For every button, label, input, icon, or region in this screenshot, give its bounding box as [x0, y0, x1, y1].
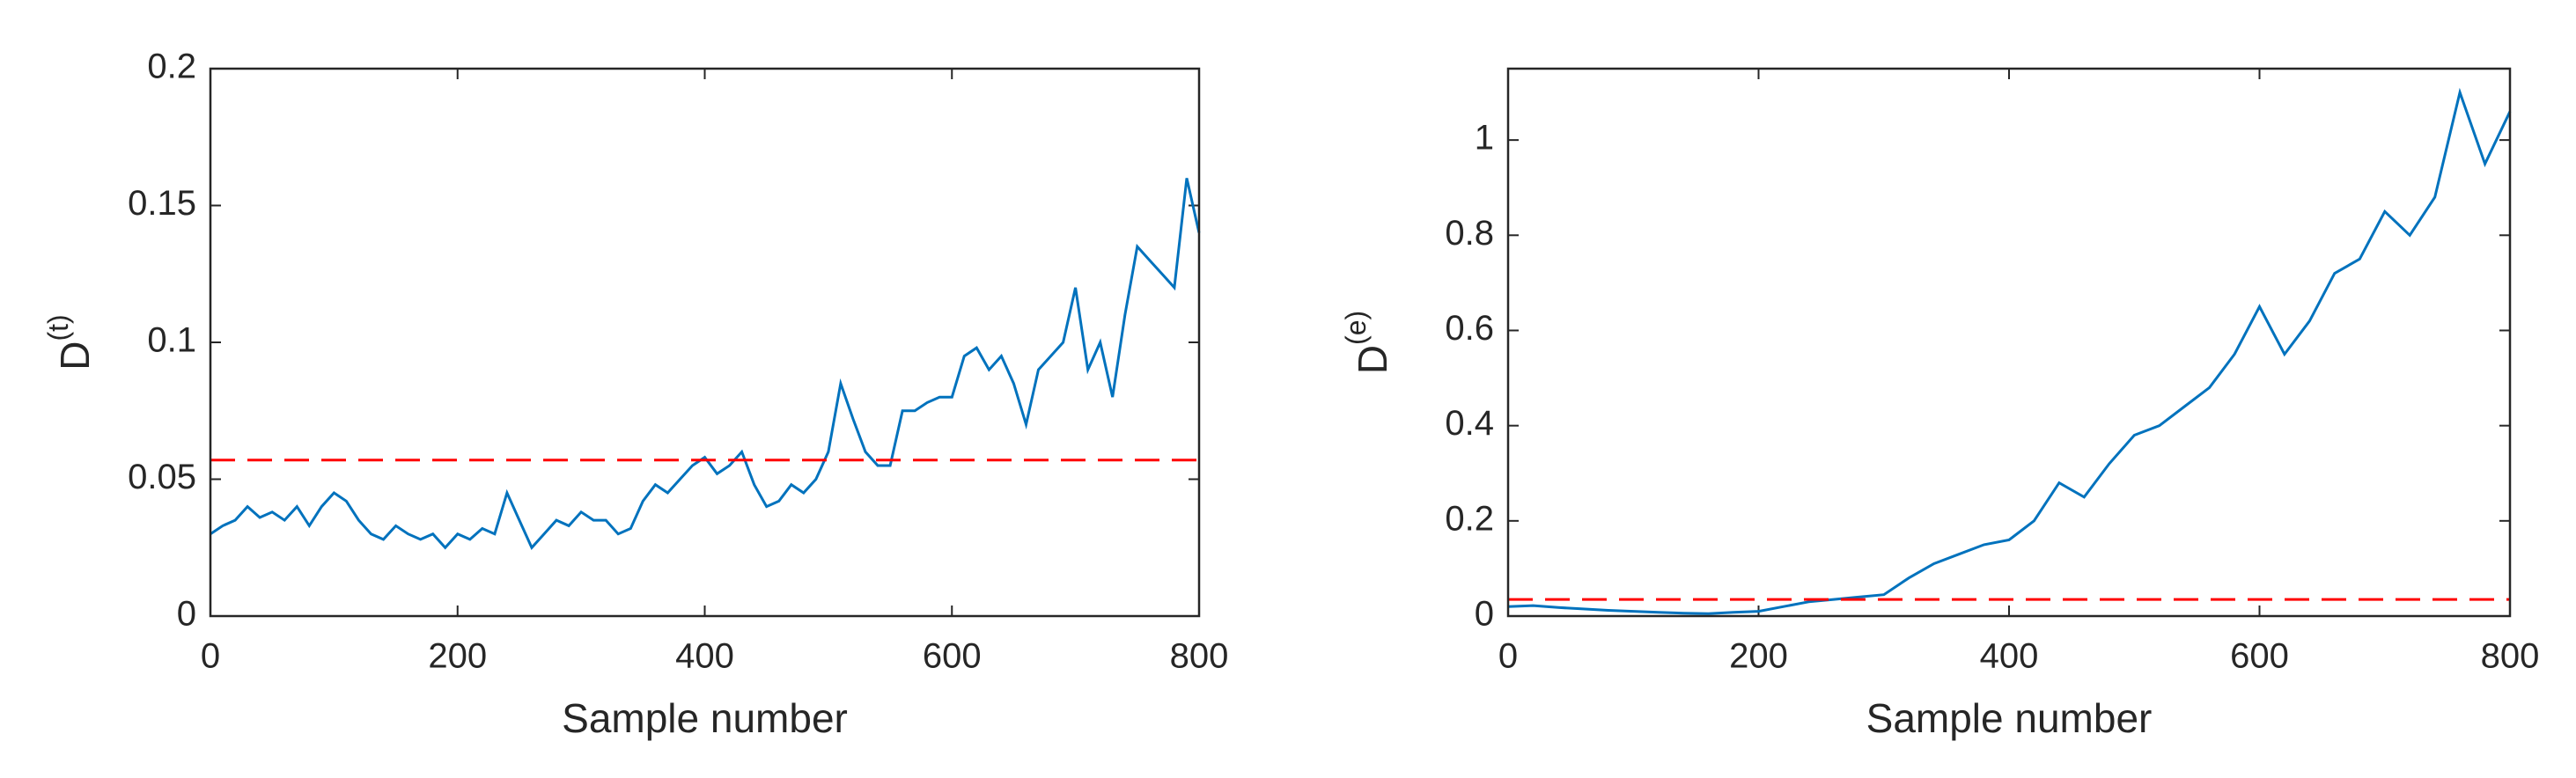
x-tick-label: 600 — [2230, 637, 2289, 676]
y-tick-label: 0.4 — [1445, 404, 1494, 443]
y-tick-label: 0.1 — [147, 321, 196, 360]
x-tick-label: 200 — [428, 637, 487, 676]
x-tick-label: 0 — [201, 637, 220, 676]
y-axis-label: D(e) — [1340, 311, 1395, 374]
y-tick-label: 1 — [1475, 119, 1494, 158]
y-axis-label-base: D — [52, 341, 98, 370]
x-axis-label: Sample number — [562, 695, 848, 741]
y-axis-label: D(t) — [42, 314, 98, 370]
y-tick-label: 0.2 — [1445, 499, 1494, 538]
x-tick-label: 800 — [1170, 637, 1229, 676]
y-tick-label: 0.05 — [128, 458, 196, 496]
y-axis-label-base: D — [1350, 345, 1395, 374]
data-line — [1507, 87, 2512, 615]
x-axis-label: Sample number — [1866, 695, 2153, 741]
x-tick-label: 200 — [1729, 637, 1788, 676]
plot-frame — [209, 67, 1201, 618]
y-tick-label: 0.8 — [1445, 214, 1494, 253]
data-line — [210, 178, 1201, 551]
x-tick-label: 0 — [1498, 637, 1518, 676]
y-axis-label-sup: (t) — [42, 314, 74, 341]
plot-frame — [1506, 67, 2512, 618]
y-tick-label: 0.15 — [128, 184, 196, 223]
x-tick-label: 400 — [675, 637, 734, 676]
y-tick-label: 0.2 — [147, 48, 196, 86]
x-tick-label: 600 — [923, 637, 982, 676]
x-tick-label: 400 — [1980, 637, 2039, 676]
y-axis-label-sup: (e) — [1340, 311, 1372, 345]
y-tick-label: 0 — [1475, 595, 1494, 634]
y-tick-label: 0 — [177, 595, 196, 634]
y-tick-label: 0.6 — [1445, 309, 1494, 348]
x-tick-label: 800 — [2481, 637, 2540, 676]
